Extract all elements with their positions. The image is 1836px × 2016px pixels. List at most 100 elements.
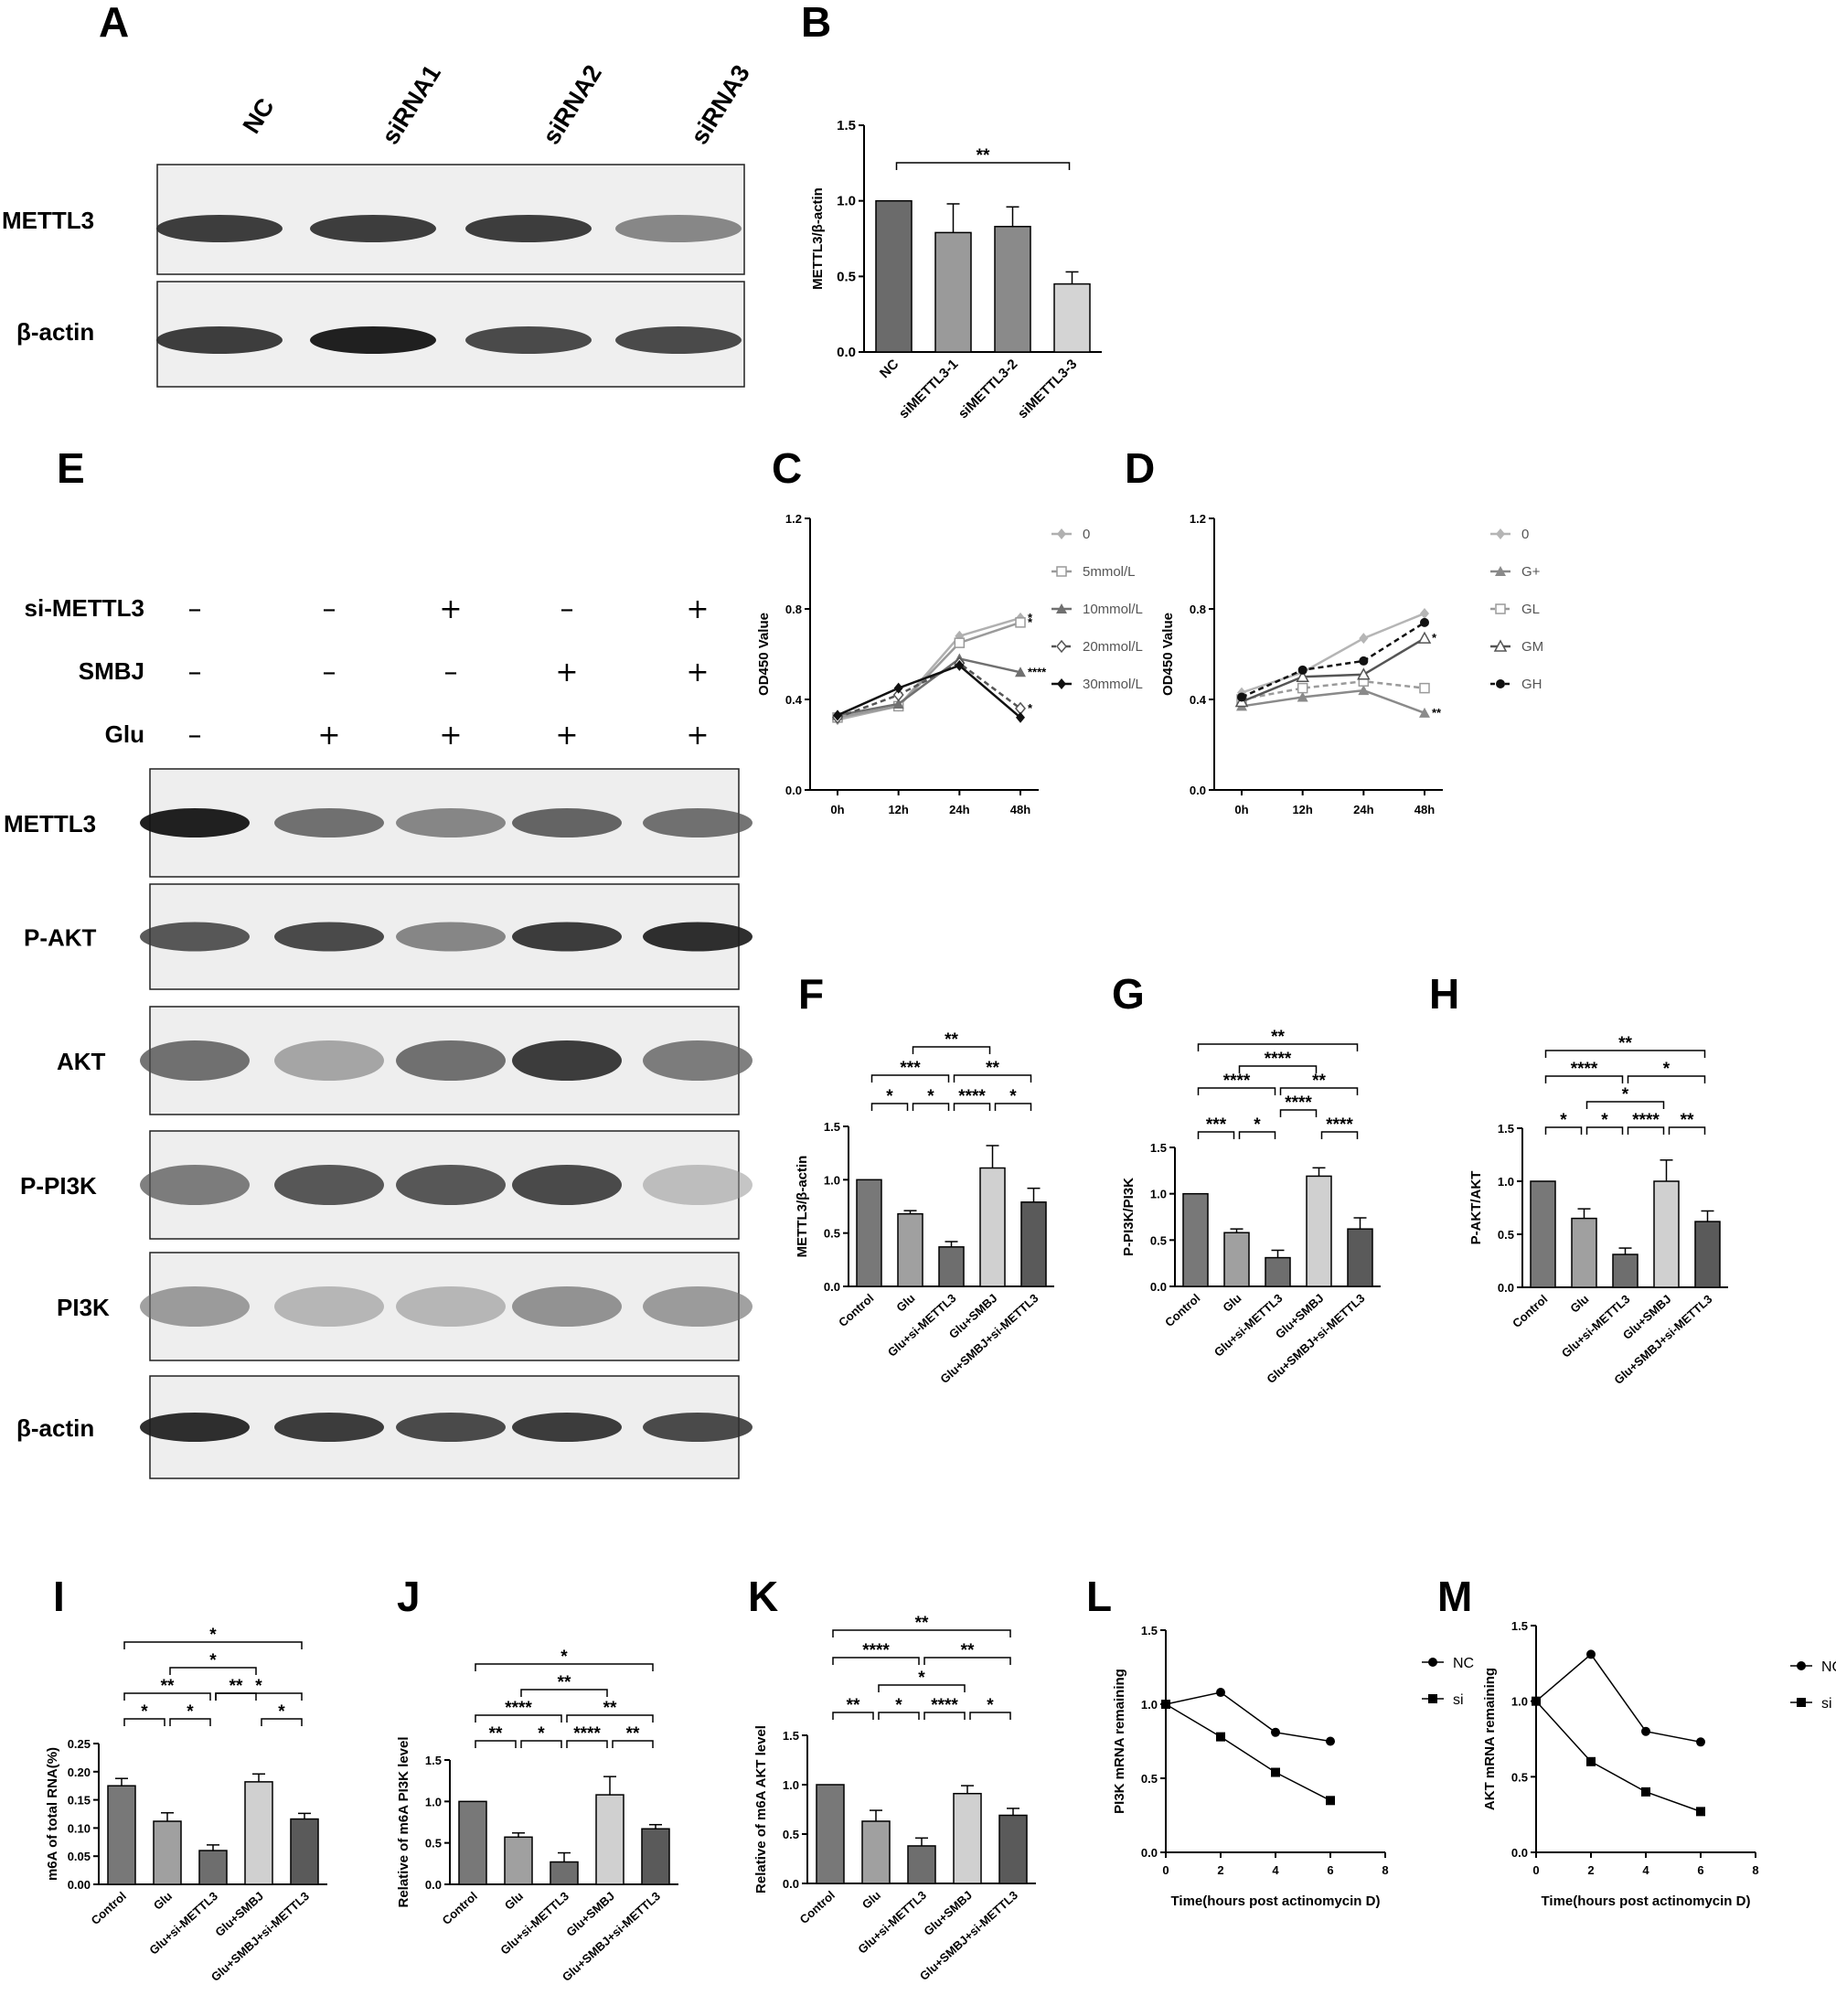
x-tick-label: 0 (1532, 1863, 1539, 1877)
blot-band (274, 1040, 384, 1081)
significance-bracket (566, 1714, 654, 1723)
significance-bracket (123, 1718, 165, 1726)
significance-bracket (1544, 1126, 1583, 1135)
plus-mark: + (555, 656, 578, 688)
y-axis-title: AKT mRNA remaining (1482, 1668, 1498, 1810)
y-tick-label: 1.0 (837, 194, 856, 209)
blot-band (140, 1286, 250, 1327)
data-point (893, 682, 903, 694)
bar (1020, 1201, 1047, 1287)
data-point (1420, 617, 1429, 627)
blot-band (396, 808, 506, 837)
bar (153, 1820, 182, 1885)
x-tick-label: Glu (1567, 1292, 1591, 1316)
data-point (1216, 1688, 1225, 1698)
minus-mark: – (188, 593, 202, 625)
y-tick-label: 0.0 (1150, 1280, 1167, 1294)
significance-label: **** (958, 1087, 986, 1106)
panel-letter-b: B (801, 0, 831, 46)
y-tick-label: 1.0 (1511, 1695, 1528, 1709)
blot-row-label: β-actin (16, 1414, 94, 1442)
y-tick-label: 0.8 (785, 603, 802, 616)
significance-bracket (969, 1712, 1011, 1720)
significance-label: ** (986, 1059, 999, 1078)
significance-bracket (1197, 1131, 1235, 1139)
data-point (1493, 639, 1508, 652)
y-tick-label: 0.5 (1511, 1770, 1528, 1784)
y-tick-label: 1.5 (1511, 1619, 1528, 1633)
series-significance: ** (1432, 706, 1442, 720)
blot-band (512, 808, 622, 837)
bar (1265, 1256, 1291, 1287)
y-tick-label: 0.8 (1190, 603, 1206, 616)
condition-label: Glu (105, 720, 144, 748)
blot-band (643, 1040, 753, 1081)
significance-bracket (1279, 1109, 1318, 1117)
y-axis-title: Relative of m6A AKT level (753, 1725, 769, 1893)
legend-label: 5mmol/L (1083, 564, 1136, 580)
data-point (892, 688, 904, 702)
significance-label: ** (945, 1030, 958, 1050)
significance-bracket (994, 1103, 1032, 1111)
significance-label: ** (230, 1677, 243, 1696)
blot-band (274, 1286, 384, 1327)
significance-label: **** (573, 1724, 601, 1744)
x-tick-label: siMETTL3-3 (1015, 357, 1081, 422)
data-point (1297, 682, 1308, 694)
data-point (892, 698, 904, 709)
x-tick-label: 8 (1752, 1863, 1758, 1877)
blot-band (156, 326, 283, 354)
legend-label: NC (1453, 1656, 1474, 1671)
y-tick-label: 1.5 (837, 118, 856, 133)
significance-label: ** (558, 1673, 571, 1692)
y-axis-title: OD450 Value (1160, 613, 1176, 696)
data-point (1216, 1732, 1225, 1742)
minus-mark: – (188, 720, 202, 752)
minus-mark: – (323, 593, 336, 625)
y-tick-label: 0.5 (837, 269, 856, 284)
blot-band (274, 808, 384, 837)
series-line (837, 621, 1021, 720)
legend-label: 20mmol/L (1083, 639, 1143, 655)
legend-label: 30mmol/L (1083, 677, 1143, 692)
blot-band (465, 215, 592, 242)
data-point (1359, 656, 1369, 666)
blot-band (396, 1040, 506, 1081)
significance-label: * (927, 1087, 934, 1106)
bar (504, 1836, 533, 1885)
series-line (1165, 1691, 1331, 1743)
significance-bracket (1197, 1087, 1276, 1095)
minus-mark: – (323, 656, 336, 688)
legend-label: GH (1521, 677, 1542, 692)
panel-letter-i: I (53, 1573, 65, 1620)
significance-label: * (1560, 1111, 1567, 1130)
significance-bracket (1197, 1043, 1359, 1051)
data-point (955, 659, 965, 671)
significance-bracket (912, 1103, 950, 1111)
y-tick-label: 0.0 (783, 1877, 799, 1891)
lane-label: siRNA3 (686, 60, 755, 149)
chart-I: 0.00 0.05 0.10 0.15 0.20 0.25 m6A of total RNA… (45, 1626, 327, 1984)
x-tick-label: NC (877, 357, 902, 381)
data-point (1586, 1649, 1596, 1659)
significance-bracket (215, 1692, 303, 1701)
data-point (1326, 1796, 1335, 1806)
data-point (1358, 685, 1370, 696)
x-tick-label: 2 (1217, 1863, 1223, 1877)
y-tick-label: 1.0 (1141, 1698, 1158, 1712)
significance-bracket (475, 1663, 654, 1671)
significance-bracket (169, 1718, 211, 1726)
bar (953, 1792, 982, 1884)
bar (816, 1784, 845, 1884)
significance-bracket (1238, 1065, 1318, 1073)
plus-mark: + (439, 720, 462, 752)
blot-band (310, 326, 436, 354)
lane-label: siRNA2 (538, 60, 607, 149)
blot-band (643, 808, 753, 837)
significance-label: * (141, 1702, 148, 1722)
significance-label: **** (862, 1641, 890, 1660)
significance-bracket (1320, 1131, 1359, 1139)
data-point (1056, 603, 1067, 613)
significance-bracket (566, 1740, 608, 1748)
